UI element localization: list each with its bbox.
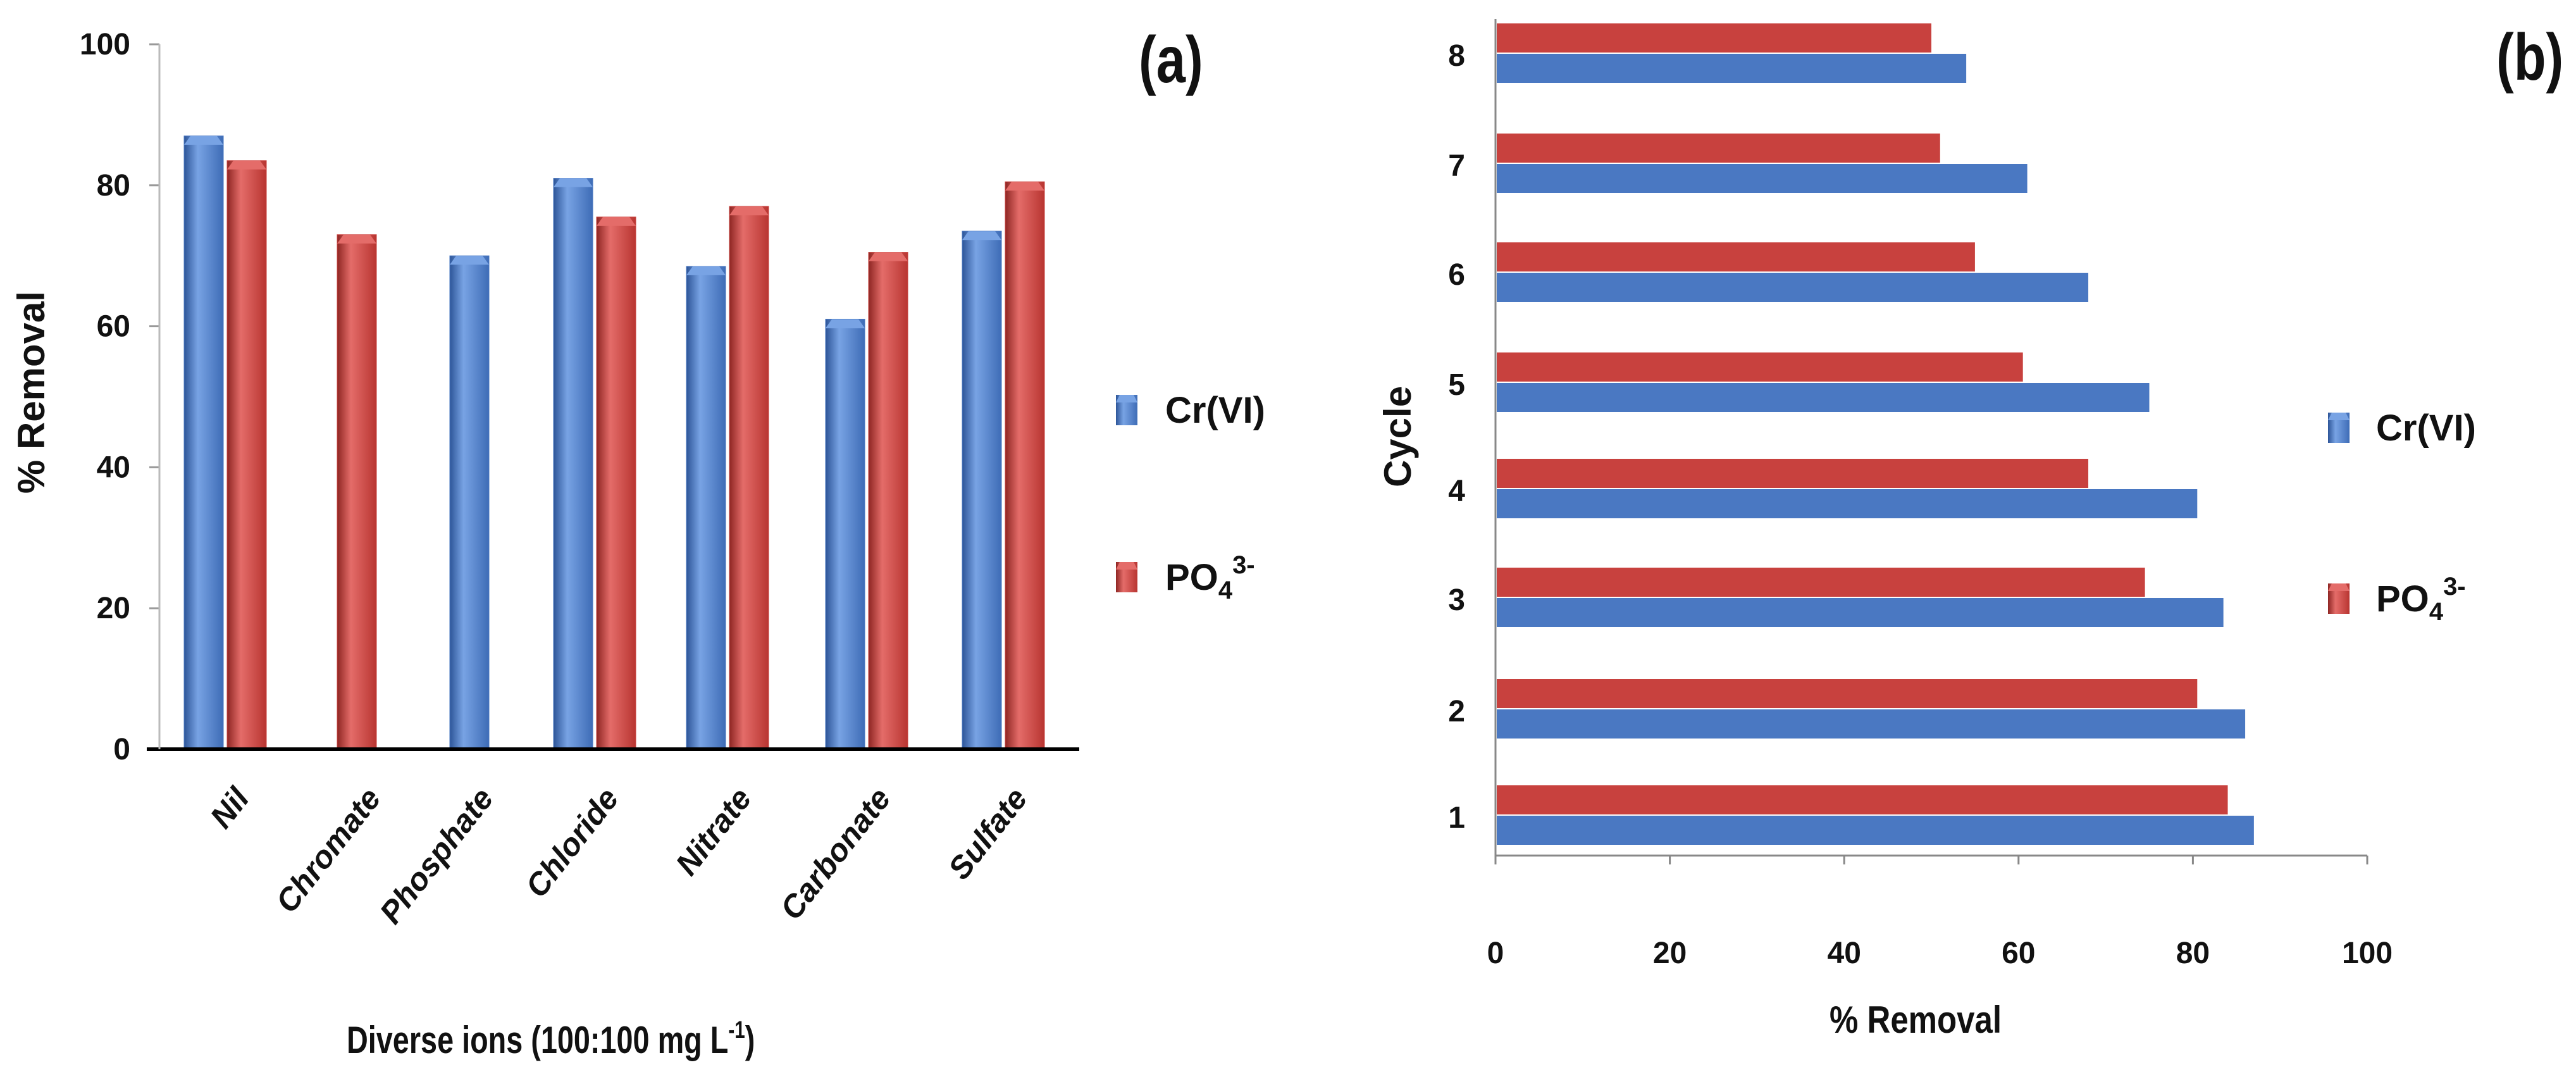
panel-b-legend-label-po4: PO43- [2376,573,2466,626]
panel-a-bar-po4-chromate [337,234,377,750]
panel-a-bar-cap [729,206,769,216]
panel-b-y-category-label: 5 [1448,368,1465,402]
panel-b-y-category-label: 8 [1448,39,1465,73]
panel-a-bar-cr-nitrate [686,266,726,750]
panel-a-y-tick-label: 100 [80,28,130,61]
panel-a-x-category-label: Phosphate [373,781,500,930]
panel-a-y-axis-title: % Removal [10,291,53,494]
panel-a-x-category-label: Chloride [519,781,626,904]
panel-b-bar-cr-cycle-1 [1497,816,2254,845]
panel-a-x-category-label: Nitrate [669,781,759,882]
panel-a-bar-cap [962,231,1001,240]
panel-b-label: (b) [2496,20,2563,94]
panel-a-bars [183,135,1045,750]
panel-a-legend-marker-cap [1116,562,1137,570]
panel-a-bar-cap [686,266,726,275]
panel-a-bar-cr-carbonate [825,318,865,750]
panel-a-x-category-label: Nil [203,780,256,835]
panel-a-label: (a) [1139,23,1203,96]
panel-a-legend: Cr(VI) PO43- [1116,390,1265,604]
panel-a-bar-po4-nitrate [729,206,769,750]
panel-b-x-ticks: 0 20 40 60 80 100 [1487,856,2393,970]
panel-a-x-axis-title-close: ) [745,1019,755,1061]
panel-a-bar-po4-sulfate [1005,181,1045,750]
panel-a-y-tick-label: 40 [97,451,130,484]
panel-a-x-axis-title-main: Diverse ions (100:100 mg L [347,1019,728,1061]
panel-a-bar-cap [337,234,376,244]
panel-a-bar-cr-phosphate [449,255,490,750]
panel-b-bar-po4-cycle-2 [1497,679,2198,708]
panel-b-bar-po4-cycle-8 [1497,23,1931,53]
panel-b-legend-marker-cap [2328,413,2350,420]
panel-a-x-category-label: Chromate [269,781,388,919]
panel-a-y-tick-label: 0 [113,733,130,766]
panel-a-y-tick-label: 20 [97,592,130,625]
panel-b-legend-label-cr: Cr(VI) [2376,408,2476,449]
panel-b-bar-cr-cycle-3 [1497,598,2224,627]
panel-b: 0 20 40 60 80 100 1 2 3 4 5 6 7 8 Cycle % Removal (b… [1377,19,2563,1041]
panel-b-bar-po4-cycle-5 [1497,352,2023,382]
panel-b-y-category-label: 2 [1448,695,1465,728]
panel-a-bar-po4-carbonate [868,252,908,750]
panel-a-bar-cap [1005,182,1044,191]
panel-a-bar-po4-nil [226,160,267,750]
panel-b-bar-po4-cycle-1 [1497,785,2228,814]
panel-b-x-tick-label: 80 [2176,937,2210,970]
panel-b-y-category-label: 6 [1448,258,1465,292]
panel-a-y-tick-label: 80 [97,169,130,203]
panel-b-bar-cr-cycle-8 [1497,54,1967,83]
panel-b-x-tick-label: 20 [1653,937,1687,970]
panel-a-bar-cap [869,252,908,261]
panel-b-x-axis-title: % Removal [1830,999,2002,1041]
panel-b-bar-cr-cycle-4 [1497,489,2198,518]
panel-b-legend-marker-cap [2328,583,2350,591]
panel-b-bar-cr-cycle-6 [1497,273,2089,302]
panel-b-x-tick-label: 60 [2002,937,2035,970]
panel-a-bar-cap [554,178,593,187]
panel-b-y-category-label: 1 [1448,801,1465,835]
panel-b-bar-cr-cycle-2 [1497,709,2246,739]
panel-a-bar-po4-chloride [596,216,636,750]
panel-a-x-axis-title-sup: -1 [728,1017,745,1044]
panel-a-legend-marker-cap [1116,395,1137,402]
panel-a-legend-label-cr: Cr(VI) [1165,390,1265,431]
panel-b-bar-po4-cycle-3 [1497,568,2145,597]
panel-a-bar-cap [597,216,636,226]
panel-a-x-category-label: Carbonate [773,781,897,926]
panel-a-bar-cr-sulfate [962,230,1002,750]
panel-b-x-tick-label: 0 [1487,937,1504,970]
panel-b-bar-po4-cycle-7 [1497,134,1940,163]
panel-b-bar-po4-cycle-4 [1497,459,2089,488]
panel-a-bar-cr-nil [183,135,224,750]
panel-a-bar-cr-chloride [553,178,593,750]
panel-a-y-tick-label: 60 [97,310,130,344]
panel-a-bar-cap [450,256,489,265]
panel-b-y-category-labels: 1 2 3 4 5 6 7 8 [1448,39,1465,835]
panel-b-x-tick-label: 100 [2342,937,2393,970]
panel-b-bar-po4-cycle-6 [1497,242,1975,271]
panel-b-bars [1497,23,2254,845]
panel-a-bar-cap [826,319,865,328]
panel-a-y-ticks: 0 20 40 60 80 100 [80,28,159,766]
panel-b-bar-cr-cycle-7 [1497,164,2028,193]
panel-b-y-category-label: 4 [1448,475,1465,508]
panel-a-bar-cap [184,135,223,145]
panel-b-bar-cr-cycle-5 [1497,383,2150,412]
panel-b-y-category-label: 7 [1448,149,1465,183]
panel-a-bar-cap [227,160,266,170]
panel-b-y-category-label: 3 [1448,583,1465,617]
panel-b-legend: Cr(VI) PO43- [2328,408,2476,626]
panel-a-legend-label-po4: PO43- [1165,551,1255,604]
panel-b-x-tick-label: 40 [1828,937,1861,970]
panel-a-x-category-label: Sulfate [941,781,1034,886]
panel-a-x-axis-title: Diverse ions (100:100 mg L-1) [347,1017,755,1062]
panel-b-y-axis-title: Cycle [1377,386,1419,487]
